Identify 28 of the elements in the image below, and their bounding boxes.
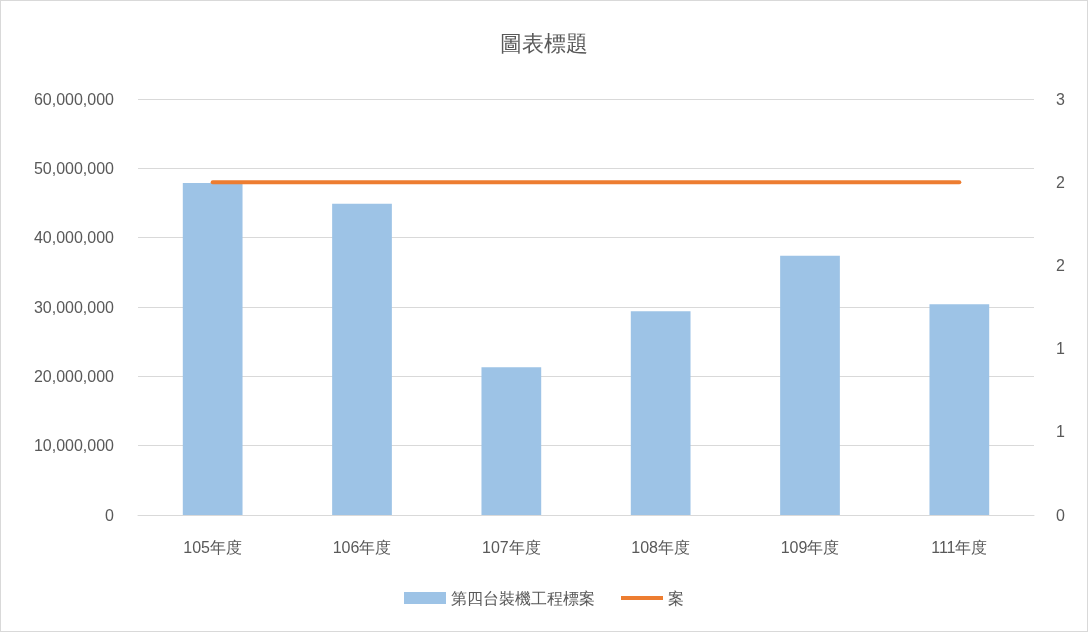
y2-tick-label: 2: [1056, 173, 1065, 191]
x-tick-label: 109年度: [780, 538, 840, 556]
y2-tick-label: 1: [1056, 423, 1065, 441]
y-tick-label: 10,000,000: [33, 437, 115, 455]
y-tick-label: 50,000,000: [33, 159, 115, 177]
bar: [929, 304, 990, 515]
x-tick-label: 105年度: [183, 538, 243, 556]
x-tick-label: 106年度: [332, 538, 392, 556]
bar: [332, 203, 392, 515]
y-tick-label: 60,000,000: [33, 90, 115, 108]
bar: [182, 182, 243, 515]
y-tick-label: 0: [105, 506, 115, 524]
x-tick-label: 107年度: [481, 538, 541, 556]
legend-label: 第四台裝機工程標案: [451, 589, 595, 607]
bar: [481, 367, 542, 515]
x-tick-label: 111年度: [931, 538, 988, 556]
x-tick-label: 108年度: [631, 538, 691, 556]
chart-title: 圖表標題: [500, 30, 588, 56]
y-tick-label: 40,000,000: [33, 229, 115, 247]
y2-tick-label: 1: [1056, 340, 1065, 358]
y2-tick-label: 2: [1056, 256, 1065, 274]
y2-tick-label: 3: [1056, 90, 1065, 108]
y2-tick-label: 0: [1056, 506, 1065, 524]
bar: [630, 311, 691, 515]
legend-label: 案: [668, 589, 684, 607]
y-tick-label: 30,000,000: [33, 298, 115, 316]
bar: [780, 255, 840, 515]
y-tick-label: 20,000,000: [33, 367, 115, 385]
